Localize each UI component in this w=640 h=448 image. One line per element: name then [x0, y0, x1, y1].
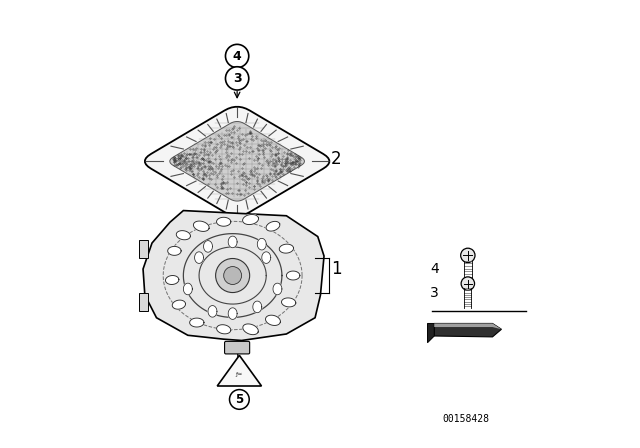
Circle shape: [225, 44, 249, 68]
FancyBboxPatch shape: [225, 341, 250, 354]
Polygon shape: [172, 300, 186, 309]
Polygon shape: [266, 315, 280, 325]
Circle shape: [461, 277, 475, 290]
Text: 2: 2: [332, 150, 342, 168]
Polygon shape: [435, 323, 502, 337]
Polygon shape: [217, 355, 262, 386]
Polygon shape: [204, 241, 212, 252]
Circle shape: [461, 248, 475, 263]
Polygon shape: [166, 276, 179, 284]
Polygon shape: [168, 246, 181, 255]
Polygon shape: [189, 318, 204, 327]
Text: 3: 3: [233, 72, 241, 85]
Text: ƒ≈: ƒ≈: [236, 372, 243, 377]
Polygon shape: [143, 211, 324, 340]
Polygon shape: [145, 107, 330, 216]
Polygon shape: [139, 240, 148, 258]
Polygon shape: [257, 238, 266, 250]
Polygon shape: [176, 231, 191, 240]
Polygon shape: [262, 252, 271, 263]
Polygon shape: [282, 298, 296, 307]
Circle shape: [230, 390, 249, 409]
Text: 1: 1: [332, 260, 342, 278]
Polygon shape: [216, 217, 231, 226]
Polygon shape: [243, 215, 259, 224]
Polygon shape: [184, 283, 192, 295]
Polygon shape: [195, 252, 204, 263]
Polygon shape: [139, 293, 148, 311]
Polygon shape: [193, 221, 209, 232]
Text: 3: 3: [430, 286, 439, 301]
Polygon shape: [435, 323, 502, 329]
Text: 4: 4: [233, 49, 241, 63]
Polygon shape: [228, 308, 237, 319]
Polygon shape: [253, 301, 262, 313]
Polygon shape: [266, 221, 280, 231]
Polygon shape: [228, 236, 237, 248]
Polygon shape: [273, 283, 282, 295]
Circle shape: [216, 258, 250, 293]
Polygon shape: [208, 306, 217, 317]
Circle shape: [224, 267, 242, 284]
Polygon shape: [170, 121, 305, 201]
Polygon shape: [279, 244, 294, 253]
Text: 5: 5: [236, 393, 243, 406]
Circle shape: [225, 67, 249, 90]
Polygon shape: [428, 323, 435, 343]
Text: 00158428: 00158428: [442, 414, 489, 424]
Text: 4: 4: [430, 262, 439, 276]
Polygon shape: [216, 325, 231, 334]
Polygon shape: [287, 271, 300, 280]
Polygon shape: [243, 324, 259, 335]
